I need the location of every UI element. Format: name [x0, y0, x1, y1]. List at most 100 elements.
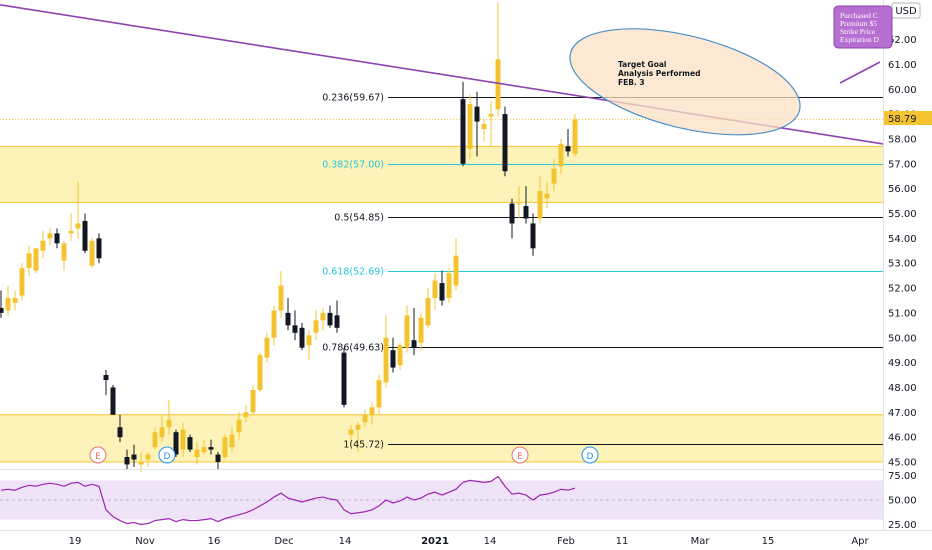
candle[interactable]: [355, 422, 361, 453]
candle[interactable]: [117, 414, 123, 443]
candle[interactable]: [327, 305, 333, 328]
candle[interactable]: [19, 263, 25, 301]
highlight-zone[interactable]: [0, 414, 883, 462]
candle[interactable]: [96, 233, 102, 264]
candle[interactable]: [47, 228, 53, 246]
time-axis[interactable]: 19 Nov 16 Dec 14 2021 14 Feb 11 Mar 15 A…: [0, 530, 932, 548]
candle[interactable]: [544, 181, 550, 209]
candle[interactable]: [5, 285, 11, 316]
earnings-marker[interactable]: E: [511, 446, 529, 464]
candle[interactable]: [166, 399, 172, 435]
candle[interactable]: [278, 270, 284, 318]
candle[interactable]: [320, 307, 326, 331]
candle[interactable]: [474, 91, 480, 157]
candle[interactable]: [138, 452, 144, 472]
candle[interactable]: [187, 434, 193, 453]
candle[interactable]: [481, 119, 487, 142]
trade-note-box[interactable]: [833, 5, 893, 49]
candle[interactable]: [236, 412, 242, 440]
candle[interactable]: [467, 94, 473, 159]
candle[interactable]: [446, 268, 452, 303]
candle[interactable]: [369, 402, 375, 425]
candle[interactable]: [362, 409, 368, 428]
candle[interactable]: [390, 337, 396, 373]
candle[interactable]: [264, 332, 270, 363]
candle[interactable]: [425, 288, 431, 328]
candle[interactable]: [194, 442, 200, 465]
candle[interactable]: [404, 305, 410, 353]
candle[interactable]: [551, 158, 557, 192]
dividend-marker[interactable]: D: [581, 446, 599, 464]
candle[interactable]: [180, 422, 186, 458]
candle[interactable]: [432, 273, 438, 311]
candle[interactable]: [453, 238, 459, 291]
candle[interactable]: [411, 307, 417, 356]
candle[interactable]: [229, 427, 235, 453]
candle[interactable]: [54, 228, 60, 249]
candle[interactable]: [502, 106, 508, 177]
candle[interactable]: [460, 81, 466, 167]
rsi-panel[interactable]: [0, 475, 883, 526]
candle[interactable]: [376, 375, 382, 415]
candle[interactable]: [285, 297, 291, 331]
candle[interactable]: [558, 138, 564, 174]
candle[interactable]: [173, 429, 179, 458]
candle[interactable]: [250, 384, 256, 415]
candle[interactable]: [33, 248, 39, 274]
note-arrow[interactable]: [839, 61, 881, 84]
candle[interactable]: [82, 213, 88, 254]
candle[interactable]: [516, 186, 522, 219]
candle[interactable]: [292, 310, 298, 341]
candle[interactable]: [12, 290, 18, 311]
candle[interactable]: [488, 101, 494, 147]
target-goal-ellipse[interactable]: [559, 9, 810, 155]
candle[interactable]: [299, 322, 305, 351]
candle[interactable]: [397, 342, 403, 371]
candle[interactable]: [222, 434, 228, 460]
candle[interactable]: [439, 270, 445, 306]
candlestick-series[interactable]: [0, 2, 578, 472]
candle[interactable]: [306, 330, 312, 361]
candle[interactable]: [208, 439, 214, 455]
candle[interactable]: [0, 290, 4, 318]
candle[interactable]: [334, 300, 340, 333]
candle[interactable]: [537, 176, 543, 224]
candle[interactable]: [495, 2, 501, 117]
candle[interactable]: [271, 305, 277, 346]
candle[interactable]: [383, 315, 389, 388]
candle[interactable]: [75, 181, 81, 239]
candle[interactable]: [565, 129, 571, 157]
candle[interactable]: [68, 213, 74, 241]
candle[interactable]: [509, 198, 515, 239]
candle[interactable]: [523, 186, 529, 224]
candle[interactable]: [418, 312, 424, 351]
candle[interactable]: [348, 424, 354, 448]
candle[interactable]: [257, 352, 263, 393]
candle[interactable]: [103, 370, 109, 395]
price-axis[interactable]: 45.00 46.00 47.00 48.00 49.00 50.00 51.00 52.00…: [883, 0, 932, 531]
earnings-marker[interactable]: E: [89, 446, 107, 464]
candle[interactable]: [215, 452, 221, 470]
trade-note[interactable]: Purchased C Premium $5 Strike Price Expi…: [833, 5, 893, 49]
candle[interactable]: [201, 439, 207, 455]
candle[interactable]: [530, 213, 536, 256]
currency-badge[interactable]: USD: [891, 2, 921, 19]
candle[interactable]: [145, 452, 151, 467]
candle[interactable]: [89, 238, 95, 269]
event-markers[interactable]: E D E D: [89, 446, 599, 464]
candle[interactable]: [110, 384, 116, 415]
candle[interactable]: [243, 404, 249, 423]
candle[interactable]: [124, 449, 130, 470]
candle[interactable]: [159, 414, 165, 443]
target-goal-annotation[interactable]: Target Goal Analysis Performed FEB. 3: [559, 9, 810, 155]
highlight-zone[interactable]: [0, 146, 883, 203]
candle[interactable]: [26, 245, 32, 276]
candle[interactable]: [131, 444, 137, 467]
candle[interactable]: [341, 347, 347, 408]
candle[interactable]: [313, 310, 319, 341]
candle[interactable]: [61, 240, 67, 271]
candle[interactable]: [152, 427, 158, 450]
dividend-marker[interactable]: D: [158, 446, 176, 464]
candle[interactable]: [572, 114, 578, 157]
